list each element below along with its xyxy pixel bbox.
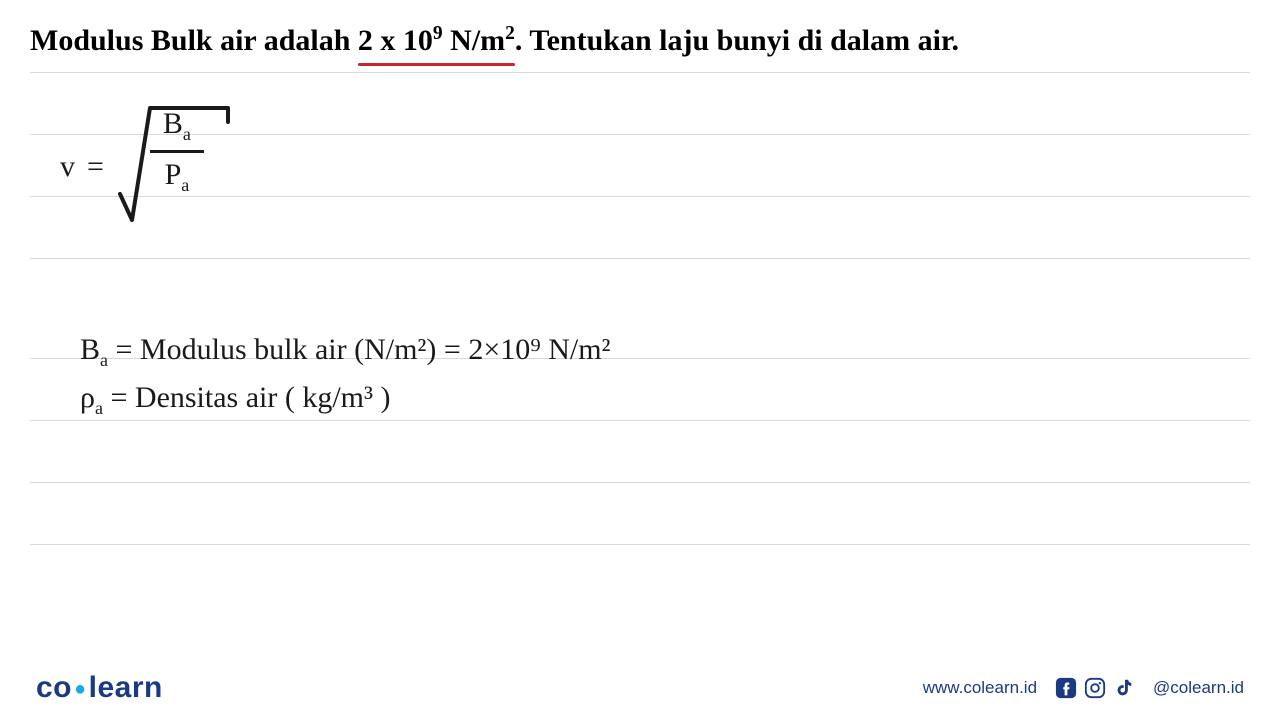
footer-right: www.colearn.id @colearn.id: [923, 677, 1244, 699]
brand-logo: co●learn: [36, 671, 163, 705]
formula-lhs: v: [60, 149, 75, 185]
question-prefix: Modulus Bulk air adalah: [30, 24, 350, 57]
rule-line: [30, 544, 1250, 545]
logo-co: co: [36, 671, 72, 704]
question-text: Modulus Bulk air adalah 2 x 109 N/m2. Te…: [30, 20, 1250, 62]
website-url: www.colearn.id: [923, 678, 1037, 698]
footer: co●learn www.colearn.id @colearn.id: [0, 656, 1280, 720]
fraction-denominator: Pa: [159, 157, 196, 197]
question-highlight: 2 x 109 N/m2: [358, 20, 515, 62]
instagram-icon: [1084, 677, 1106, 699]
fraction-bar: [150, 150, 204, 153]
question-suffix: . Tentukan laju bunyi di dalam air.: [515, 24, 959, 57]
tiktok-icon: [1113, 677, 1135, 699]
social-icons: [1055, 677, 1135, 699]
social-handle: @colearn.id: [1153, 678, 1244, 698]
rule-line: [30, 482, 1250, 483]
logo-learn: learn: [89, 671, 163, 704]
formula: v = Ba Pa: [60, 102, 236, 232]
facebook-icon: [1055, 677, 1077, 699]
fraction-numerator: Ba: [157, 106, 197, 146]
fraction: Ba Pa: [150, 106, 204, 196]
rule-line: [30, 258, 1250, 259]
equals-sign: =: [87, 149, 104, 185]
definition-rhoa: ρa = Densitas air ( kg/m³ ): [80, 380, 611, 420]
sqrt: Ba Pa: [116, 102, 236, 232]
worksheet-area: v = Ba Pa: [30, 72, 1250, 592]
rule-line: [30, 72, 1250, 73]
definition-ba: Ba = Modulus bulk air (N/m²) = 2×10⁹ N/m…: [80, 332, 611, 372]
logo-dot: ●: [74, 678, 87, 700]
definitions: Ba = Modulus bulk air (N/m²) = 2×10⁹ N/m…: [80, 332, 611, 427]
